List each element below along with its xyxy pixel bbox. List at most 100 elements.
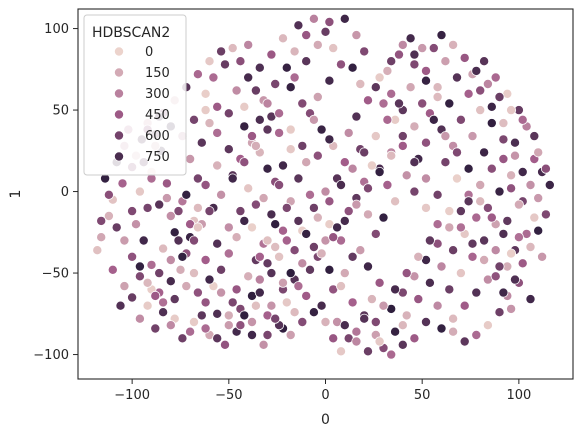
- data-point: [275, 128, 284, 137]
- data-point: [441, 132, 450, 141]
- data-point: [383, 180, 392, 189]
- data-point: [468, 252, 477, 261]
- data-point: [155, 269, 164, 278]
- data-point: [131, 220, 140, 229]
- y-tick-label: 100: [44, 22, 69, 37]
- data-point: [418, 99, 427, 108]
- data-point: [309, 115, 318, 124]
- data-point: [213, 161, 222, 170]
- data-point: [340, 14, 349, 23]
- data-point: [209, 73, 218, 82]
- data-point: [410, 158, 419, 167]
- data-point: [267, 50, 276, 59]
- data-point: [472, 330, 481, 339]
- data-point: [205, 57, 214, 66]
- data-point: [189, 269, 198, 278]
- legend-marker: [114, 89, 123, 98]
- legend-marker: [114, 152, 123, 161]
- data-point: [476, 86, 485, 95]
- data-point: [449, 40, 458, 49]
- data-point: [278, 34, 287, 43]
- legend-marker: [114, 110, 123, 119]
- data-point: [507, 184, 516, 193]
- data-point: [228, 298, 237, 307]
- data-point: [135, 262, 144, 271]
- data-point: [402, 311, 411, 320]
- data-point: [375, 278, 384, 287]
- data-point: [445, 99, 454, 108]
- data-point: [418, 44, 427, 53]
- legend-label: 450: [145, 108, 170, 123]
- data-point: [282, 298, 291, 307]
- data-point: [263, 164, 272, 173]
- data-point: [356, 246, 365, 255]
- data-point: [166, 255, 175, 264]
- legend-label: 150: [145, 66, 170, 81]
- data-point: [421, 138, 430, 147]
- y-tick-label: −50: [42, 267, 69, 282]
- data-point: [344, 128, 353, 137]
- data-point: [189, 317, 198, 326]
- data-point: [398, 132, 407, 141]
- data-point: [135, 314, 144, 323]
- y-tick-label: 0: [61, 185, 69, 200]
- data-point: [267, 210, 276, 219]
- data-point: [309, 242, 318, 251]
- data-point: [495, 262, 504, 271]
- data-point: [472, 288, 481, 297]
- data-point: [449, 314, 458, 323]
- data-point: [402, 171, 411, 180]
- data-point: [213, 334, 222, 343]
- data-point: [275, 109, 284, 118]
- data-point: [278, 226, 287, 235]
- data-point: [224, 145, 233, 154]
- data-point: [178, 334, 187, 343]
- data-point: [336, 282, 345, 291]
- data-point: [217, 47, 226, 56]
- data-point: [244, 40, 253, 49]
- data-point: [363, 96, 372, 105]
- data-point: [534, 226, 543, 235]
- data-point: [456, 207, 465, 216]
- data-point: [336, 347, 345, 356]
- data-point: [371, 317, 380, 326]
- data-point: [317, 249, 326, 258]
- y-tick-label: 50: [52, 104, 69, 119]
- data-point: [298, 317, 307, 326]
- data-point: [271, 314, 280, 323]
- data-point: [189, 236, 198, 245]
- data-point: [224, 249, 233, 258]
- data-point: [201, 106, 210, 115]
- data-point: [120, 236, 129, 245]
- data-point: [217, 265, 226, 274]
- data-point: [480, 57, 489, 66]
- data-point: [321, 317, 330, 326]
- data-point: [483, 79, 492, 88]
- data-point: [394, 99, 403, 108]
- data-point: [352, 112, 361, 121]
- data-point: [367, 295, 376, 304]
- data-point: [286, 330, 295, 339]
- data-point: [379, 213, 388, 222]
- data-point: [452, 73, 461, 82]
- data-point: [205, 207, 214, 216]
- data-point: [302, 57, 311, 66]
- data-point: [480, 148, 489, 157]
- data-point: [224, 223, 233, 232]
- data-point: [313, 213, 322, 222]
- data-point: [201, 89, 210, 98]
- x-tick-label: −100: [114, 388, 150, 403]
- data-point: [464, 197, 473, 206]
- data-point: [325, 76, 334, 85]
- data-point: [441, 158, 450, 167]
- data-point: [302, 291, 311, 300]
- data-point: [499, 288, 508, 297]
- data-point: [128, 293, 137, 302]
- data-point: [182, 282, 191, 291]
- data-point: [410, 60, 419, 69]
- data-point: [305, 265, 314, 274]
- data-point: [205, 119, 214, 128]
- data-point: [147, 260, 156, 269]
- data-point: [363, 262, 372, 271]
- data-point: [228, 44, 237, 53]
